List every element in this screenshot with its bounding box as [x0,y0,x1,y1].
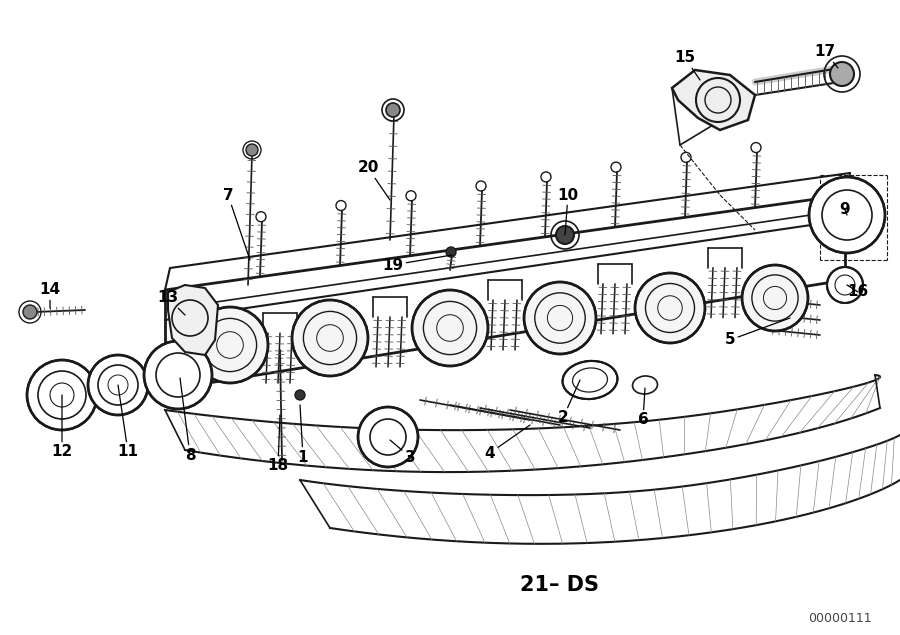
Circle shape [635,273,705,343]
Polygon shape [168,285,218,355]
Text: 17: 17 [814,44,838,68]
Text: 13: 13 [158,290,185,315]
Text: 00000111: 00000111 [808,612,872,624]
Text: 3: 3 [390,440,415,464]
Text: 14: 14 [40,283,60,308]
Circle shape [830,62,854,86]
Circle shape [556,226,574,244]
Circle shape [295,390,305,400]
Circle shape [358,407,418,467]
Ellipse shape [562,361,617,399]
Polygon shape [672,70,755,130]
Text: 1: 1 [298,405,308,464]
Text: 9: 9 [840,203,850,218]
Text: 5: 5 [724,318,790,347]
Text: 8: 8 [180,378,195,462]
Text: 6: 6 [637,388,648,427]
Text: 4: 4 [485,425,530,460]
Text: 12: 12 [51,395,73,460]
Circle shape [827,267,863,303]
Text: 21– DS: 21– DS [520,575,599,595]
Text: 18: 18 [267,415,289,474]
Circle shape [292,300,368,376]
Text: 10: 10 [557,187,579,235]
Circle shape [524,282,596,354]
Text: 2: 2 [558,380,580,425]
Circle shape [386,103,400,117]
Circle shape [809,177,885,253]
Text: 11: 11 [118,385,139,460]
Circle shape [23,305,37,319]
Circle shape [192,307,268,383]
Circle shape [88,355,148,415]
Text: 16: 16 [847,284,868,300]
Text: 15: 15 [674,51,700,80]
Circle shape [446,247,456,257]
Circle shape [742,265,808,331]
Circle shape [412,290,488,366]
Text: 19: 19 [382,255,452,272]
Text: 20: 20 [357,161,390,200]
Text: 7: 7 [222,187,250,260]
Circle shape [246,144,258,156]
Circle shape [27,360,97,430]
Circle shape [144,341,212,409]
